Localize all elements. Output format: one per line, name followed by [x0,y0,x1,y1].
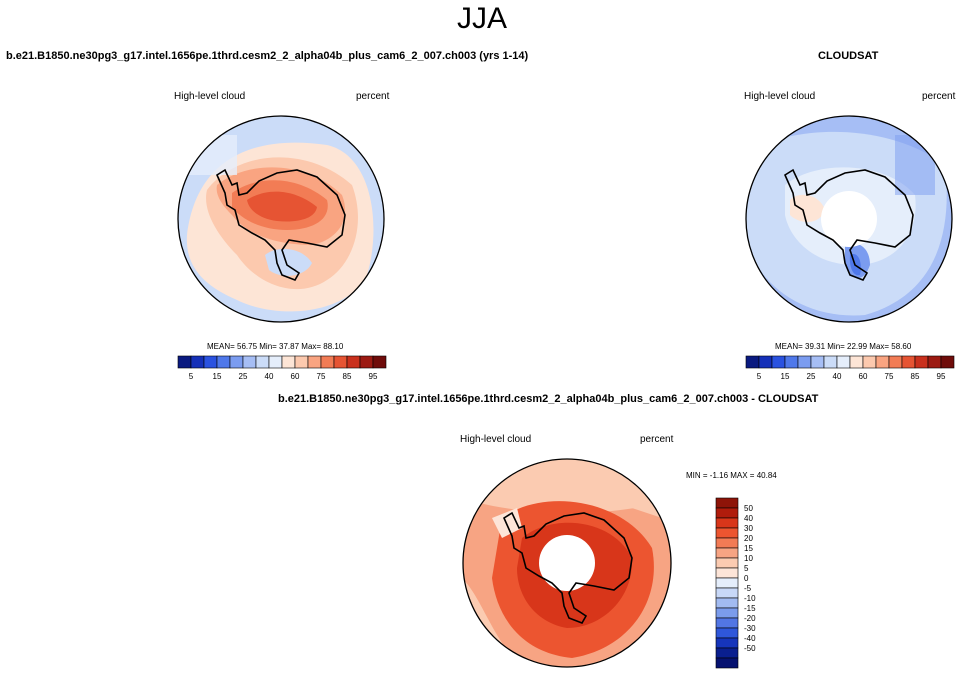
colorbar-swatch [203,355,218,369]
colorbar-swatch [177,355,192,369]
diff-colorbar-swatch [715,617,739,629]
model-colorbar: 5 15 25 40 60 75 85 95 [177,355,387,381]
colorbar-swatch [901,355,916,369]
diff-units-label: percent [640,434,674,445]
colorbar-tick-label: 85 [911,372,920,381]
colorbar-swatch [875,355,890,369]
season-title: JJA [456,2,507,35]
diff-colorbar-swatch [715,497,739,509]
diff-colorbar-tick-label: 5 [744,564,749,573]
colorbar-tick-label: 40 [265,372,274,381]
colorbar-tick-label: 60 [859,372,868,381]
colorbar-swatch [229,355,244,369]
diff-colorbar-swatch [715,517,739,529]
diff-panel-title: b.e21.B1850.ne30pg3_g17.intel.1656pe.1th… [278,393,819,405]
colorbar-swatch [849,355,864,369]
diff-colorbar-tick-label: -40 [744,634,756,643]
model-units-label: percent [356,91,390,102]
model-stats: MEAN= 56.75 Min= 37.87 Max= 88.10 [207,342,344,351]
colorbar-tick-label: 75 [317,372,326,381]
colorbar-tick-label: 5 [189,372,194,381]
colorbar-tick-label: 25 [807,372,816,381]
colorbar-swatch [190,355,205,369]
diff-colorbar-swatch [715,557,739,569]
colorbar-swatch [307,355,322,369]
diff-colorbar-swatch [715,637,739,649]
obs-variable-label: High-level cloud [744,91,816,102]
colorbar-swatch [758,355,773,369]
diff-polar-map [462,458,672,668]
diff-colorbar-swatch [715,647,739,659]
colorbar-swatch [745,355,760,369]
diff-colorbar-swatch [715,577,739,589]
diff-colorbar-swatch [715,547,739,559]
colorbar-tick-label: 25 [239,372,248,381]
colorbar-tick-label: 95 [937,372,946,381]
diff-colorbar-tick-label: 20 [744,534,753,543]
diff-colorbar-tick-label: 40 [744,514,753,523]
model-variable-label: High-level cloud [174,91,246,102]
diff-colorbar-swatch [715,527,739,539]
diff-colorbar-swatch [715,607,739,619]
colorbar-tick-label: 60 [291,372,300,381]
obs-polar-map [745,115,953,323]
diff-colorbar-tick-label: -20 [744,614,756,623]
diff-colorbar-tick-label: 15 [744,544,753,553]
diff-colorbar-tick-label: 50 [744,504,753,513]
colorbar-swatch [888,355,903,369]
diff-colorbar-tick-label: -10 [744,594,756,603]
colorbar-tick-label: 85 [343,372,352,381]
colorbar-swatch [333,355,348,369]
diff-colorbar-tick-label: -15 [744,604,756,613]
colorbar-swatch [346,355,361,369]
colorbar-tick-label: 15 [781,372,790,381]
colorbar-swatch [914,355,929,369]
obs-colorbar: 5 15 25 40 60 75 85 95 [745,355,955,381]
colorbar-swatch [940,355,955,369]
obs-units-label: percent [922,91,956,102]
colorbar-swatch [294,355,309,369]
colorbar-tick-label: 95 [369,372,378,381]
colorbar-swatch [810,355,825,369]
colorbar-swatch [216,355,231,369]
colorbar-tick-label: 75 [885,372,894,381]
obs-stats: MEAN= 39.31 Min= 22.99 Max= 58.60 [775,342,912,351]
colorbar-tick-label: 40 [833,372,842,381]
colorbar-swatch [771,355,786,369]
colorbar-tick-label: 5 [757,372,762,381]
diff-colorbar-tick-label: -5 [744,584,752,593]
diff-stats: MIN = -1.16 MAX = 40.84 [686,471,777,480]
colorbar-swatch [320,355,335,369]
obs-panel-title: CLOUDSAT [818,50,879,62]
diff-colorbar-tick-label: 30 [744,524,753,533]
colorbar-swatch [784,355,799,369]
diff-colorbar-tick-label: -30 [744,624,756,633]
diff-colorbar-swatch [715,627,739,639]
colorbar-swatch [372,355,387,369]
colorbar-swatch [359,355,374,369]
model-polar-map [177,115,385,323]
colorbar-swatch [268,355,283,369]
diff-colorbar-swatch [715,507,739,519]
colorbar-swatch [836,355,851,369]
colorbar-swatch [862,355,877,369]
model-panel-title: b.e21.B1850.ne30pg3_g17.intel.1656pe.1th… [6,50,529,62]
diff-colorbar-swatch [715,567,739,579]
colorbar-swatch [823,355,838,369]
diff-colorbar-swatch [715,537,739,549]
colorbar-swatch [927,355,942,369]
colorbar-swatch [281,355,296,369]
colorbar-swatch [242,355,257,369]
colorbar-swatch [255,355,270,369]
diff-colorbar-tick-label: 0 [744,574,749,583]
colorbar-swatch [797,355,812,369]
diff-colorbar-tick-label: -50 [744,644,756,653]
diff-colorbar-swatch [715,657,739,669]
diff-variable-label: High-level cloud [460,434,532,445]
diff-colorbar-tick-label: 10 [744,554,753,563]
diff-colorbar-swatch [715,597,739,609]
colorbar-tick-label: 15 [213,372,222,381]
diff-colorbar-swatch [715,587,739,599]
